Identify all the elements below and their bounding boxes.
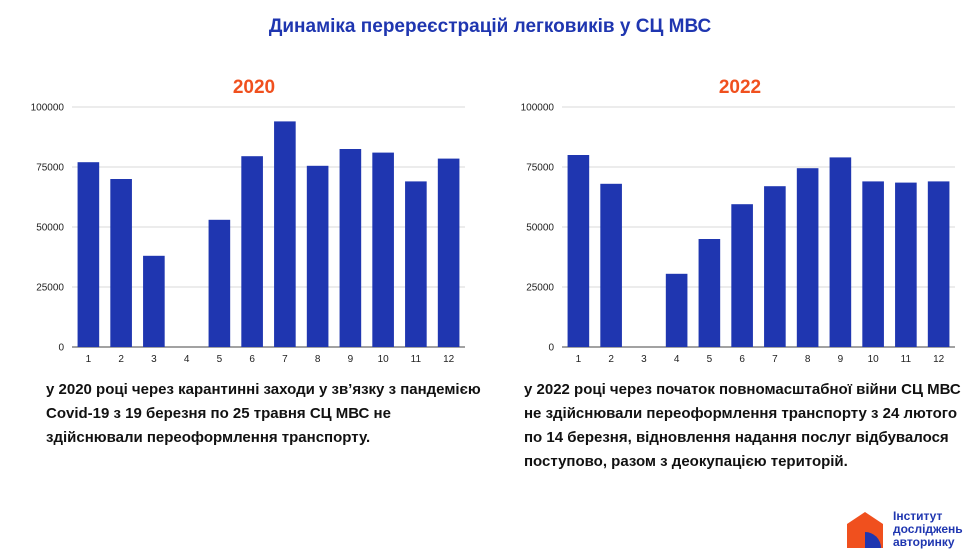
note-2020: у 2020 році через карантинні заходи у зв… xyxy=(46,381,481,446)
x-tick-label: 12 xyxy=(443,354,455,365)
x-tick-label: 3 xyxy=(151,354,157,365)
x-tick-label: 9 xyxy=(348,354,354,365)
y-tick-label: 50000 xyxy=(526,223,554,234)
x-tick-label: 7 xyxy=(772,354,778,365)
logo: Інститут досліджень авторинку xyxy=(845,506,975,554)
logo-mark-icon xyxy=(847,512,883,548)
x-tick-label: 4 xyxy=(674,354,680,365)
x-tick-label: 3 xyxy=(641,354,647,365)
x-tick-label: 10 xyxy=(378,354,390,365)
bar xyxy=(600,183,622,347)
x-tick-label: 10 xyxy=(868,354,880,365)
y-tick-label: 75000 xyxy=(36,163,64,174)
x-tick-label: 8 xyxy=(805,354,811,365)
bar xyxy=(110,179,132,347)
x-tick-label: 7 xyxy=(282,354,288,365)
x-tick-label: 12 xyxy=(933,354,945,365)
x-tick-label: 4 xyxy=(184,354,190,365)
bar xyxy=(665,273,688,347)
y-tick-label: 100000 xyxy=(31,103,65,114)
y-tick-label: 25000 xyxy=(36,283,64,294)
bar xyxy=(372,152,394,347)
bar xyxy=(567,155,590,347)
bar xyxy=(241,156,263,347)
x-tick-label: 1 xyxy=(86,354,92,365)
bar xyxy=(829,157,852,347)
x-tick-label: 6 xyxy=(249,354,255,365)
bar xyxy=(927,181,950,347)
bar xyxy=(764,186,786,347)
page-title: Динаміка перереєстрацій легковиків у СЦ … xyxy=(268,16,712,37)
x-tick-label: 5 xyxy=(707,354,713,365)
note-2022: у 2022 році через початок повномасштабно… xyxy=(524,381,961,470)
y-tick-label: 50000 xyxy=(36,223,64,234)
x-tick-label: 8 xyxy=(315,354,321,365)
chart-title-2020: 2020 xyxy=(232,77,276,98)
y-tick-label: 0 xyxy=(58,343,64,354)
bar xyxy=(143,255,165,347)
x-tick-label: 2 xyxy=(608,354,614,365)
bar xyxy=(306,165,329,347)
x-tick-label: 1 xyxy=(576,354,582,365)
x-tick-label: 6 xyxy=(739,354,745,365)
logo-line-3: авторинку xyxy=(893,535,955,549)
bar xyxy=(895,182,917,347)
bar xyxy=(731,204,753,347)
bar xyxy=(77,162,100,347)
y-tick-label: 25000 xyxy=(526,283,554,294)
bar xyxy=(796,168,819,347)
logo-text: Інститут досліджень авторинку xyxy=(893,510,980,549)
logo-line-1: Інститут xyxy=(893,509,943,523)
y-tick-label: 75000 xyxy=(526,163,554,174)
chart-title-2022: 2022 xyxy=(718,77,762,98)
logo-line-2: досліджень xyxy=(893,522,963,536)
bar xyxy=(208,219,231,347)
bar xyxy=(862,181,884,347)
x-tick-label: 11 xyxy=(901,354,912,365)
bar xyxy=(405,181,427,347)
bar xyxy=(339,149,362,347)
x-tick-label: 11 xyxy=(411,354,422,365)
x-tick-label: 5 xyxy=(217,354,223,365)
y-tick-label: 100000 xyxy=(521,103,555,114)
bar xyxy=(274,121,296,348)
bar xyxy=(437,158,460,347)
x-tick-label: 9 xyxy=(838,354,844,365)
y-tick-label: 0 xyxy=(548,343,554,354)
bar xyxy=(698,239,721,347)
x-tick-label: 2 xyxy=(118,354,124,365)
